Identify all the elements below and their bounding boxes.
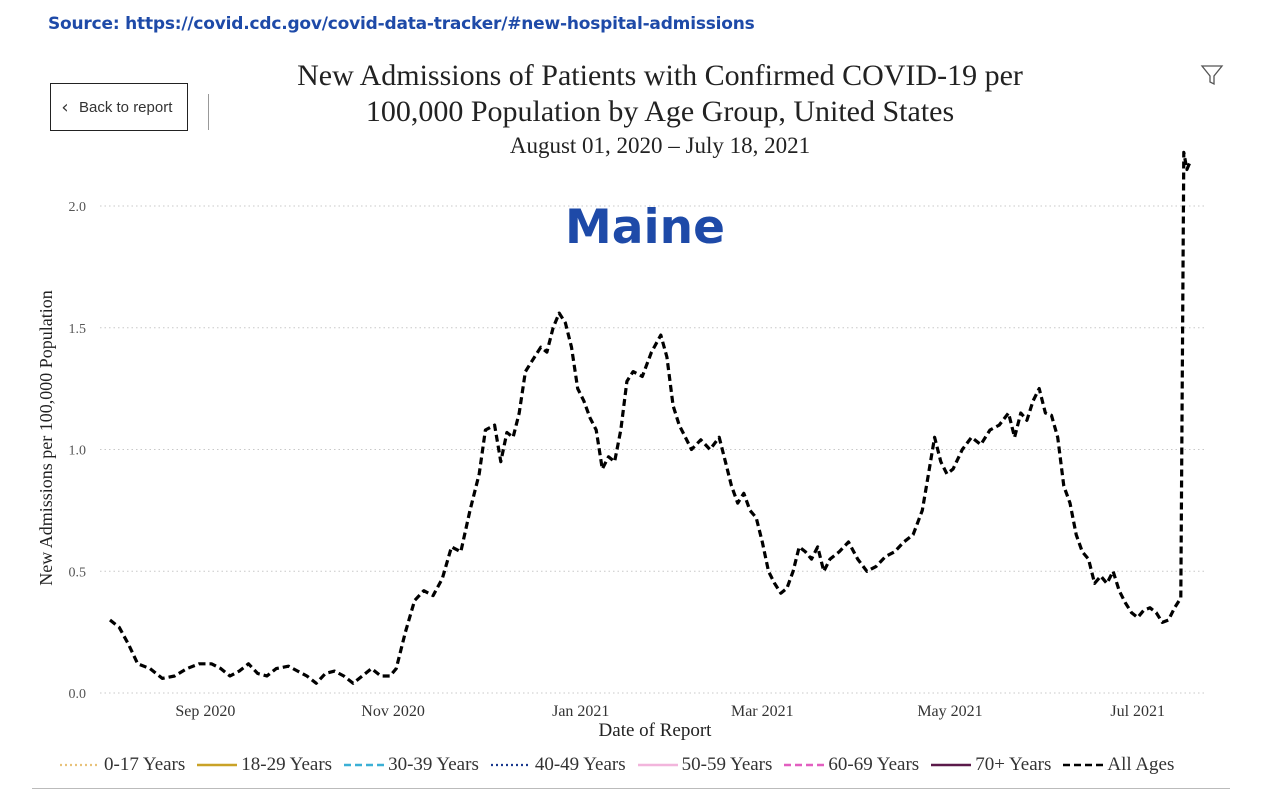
legend-swatch <box>197 763 238 767</box>
legend-label: 18-29 Years <box>241 754 333 775</box>
divider <box>208 94 209 130</box>
y-axis-label: New Admissions per 100,000 Population <box>36 290 56 586</box>
legend-item[interactable]: 50-59 Years <box>637 754 773 776</box>
chart-title-line-1: New Admissions of Patients with Confirme… <box>297 59 1023 92</box>
y-tick-labels: 0.0 0.5 1.0 1.5 2.0 <box>69 200 87 702</box>
filter-icon[interactable] <box>1200 64 1224 86</box>
legend-item[interactable]: All Ages <box>1063 754 1174 776</box>
legend-label: All Ages <box>1107 754 1175 775</box>
series-lines <box>109 150 1192 685</box>
y-tick-label: 0.5 <box>69 565 87 580</box>
state-label: Maine <box>565 200 725 255</box>
legend-label: 60-69 Years <box>828 754 920 775</box>
chevron-left-icon: ‹ <box>61 96 69 118</box>
x-axis-label: Date of Report <box>598 720 712 741</box>
legend-item[interactable]: 18-29 Years <box>197 754 332 776</box>
chart-subtitle: August 01, 2020 – July 18, 2021 <box>509 133 811 158</box>
y-tick-label: 1.0 <box>69 444 87 459</box>
legend-swatch <box>784 763 825 767</box>
chart-title-line-2: 100,000 Population by Age Group, United … <box>365 95 955 128</box>
legend-item[interactable]: 70+ Years <box>931 754 1051 776</box>
back-button-label: Back to report <box>79 98 173 116</box>
series-line-all-ages <box>109 150 1192 685</box>
x-tick-label: Jan 2021 <box>552 703 609 720</box>
gridlines <box>100 205 1205 694</box>
legend-swatch <box>344 763 385 767</box>
x-tick-label: Mar 2021 <box>731 703 794 720</box>
y-tick-label: 1.5 <box>69 322 87 337</box>
legend-swatch <box>60 763 100 767</box>
legend-label: 70+ Years <box>975 754 1052 775</box>
legend-item[interactable]: 40-49 Years <box>490 754 626 776</box>
x-tick-label: Sep 2020 <box>175 703 235 720</box>
source-link[interactable]: Source: https://covid.cdc.gov/covid-data… <box>48 14 755 34</box>
legend-label: 30-39 Years <box>388 754 479 775</box>
legend-item[interactable]: 30-39 Years <box>344 754 479 776</box>
legend-label: 0-17 Years <box>104 754 186 775</box>
back-to-report-button[interactable]: ‹ Back to report <box>50 83 188 131</box>
legend-swatch <box>931 763 972 767</box>
legend-label: 50-59 Years <box>681 754 773 775</box>
x-tick-label: May 2021 <box>917 703 982 720</box>
legend-item[interactable]: 60-69 Years <box>784 754 919 776</box>
legend: 0-17 Years 18-29 Years 30-39 Years 40-49 Ye… <box>60 752 1220 778</box>
legend-swatch <box>1063 763 1104 767</box>
y-tick-label: 2.0 <box>69 200 87 215</box>
x-tick-label: Nov 2020 <box>361 703 425 720</box>
bottom-divider <box>32 788 1230 789</box>
legend-label: 40-49 Years <box>534 754 626 775</box>
x-tick-label: Jul 2021 <box>1110 703 1165 720</box>
legend-swatch <box>490 763 531 767</box>
x-tick-labels: Sep 2020 Nov 2020 Jan 2021 Mar 2021 May 2021… <box>175 703 1165 720</box>
y-tick-label: 0.0 <box>69 687 87 702</box>
legend-item[interactable]: 0-17 Years <box>60 754 185 776</box>
legend-swatch <box>637 763 678 767</box>
